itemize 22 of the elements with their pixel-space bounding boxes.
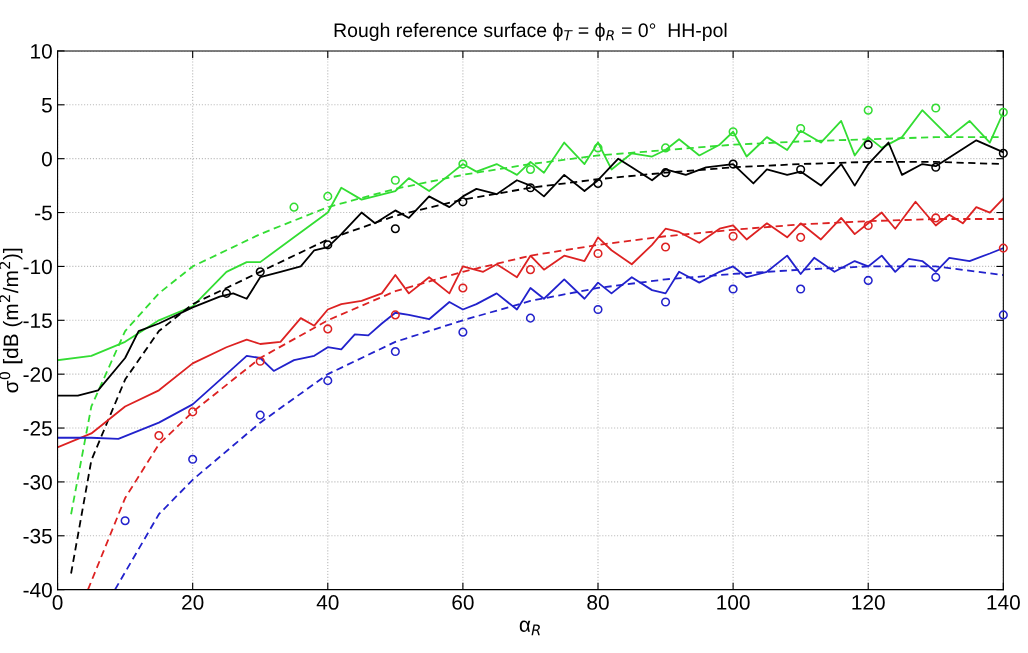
y-axis-title: σ$^{0}$ [dB (m$^{2}$/m$^{2}$)]: [0, 248, 23, 393]
y-tick-label: -15: [23, 313, 52, 329]
y-tick-label: 5: [41, 98, 52, 113]
x-tick-label: 20: [182, 595, 204, 610]
y-tick-label: -35: [23, 528, 52, 544]
x-tick-label: 80: [587, 595, 609, 610]
y-tick-label: -40: [23, 582, 52, 598]
y-tick-label: -20: [23, 367, 52, 382]
y-tick-label: -30: [23, 474, 52, 490]
y-tick-label: -10: [23, 259, 52, 275]
x-axis-title: α$_{R}$: [519, 620, 540, 636]
y-tick-label: -5: [35, 205, 52, 221]
y-tick-label: -25: [23, 421, 52, 436]
x-tick-label: 120: [852, 595, 885, 610]
x-tick-label: 0: [52, 595, 63, 610]
x-tick-label: 60: [452, 595, 474, 610]
chart-title: Rough reference surface ϕ$_{T}$ = ϕ$_{R}$ = 0° HH-pol: [334, 22, 727, 41]
x-tick-label: 140: [987, 595, 1020, 610]
y-tick-label: 10: [31, 43, 52, 59]
y-tick-label: 0: [41, 151, 52, 167]
x-tick-label: 40: [316, 595, 339, 610]
x-tick-label: 100: [717, 595, 750, 610]
